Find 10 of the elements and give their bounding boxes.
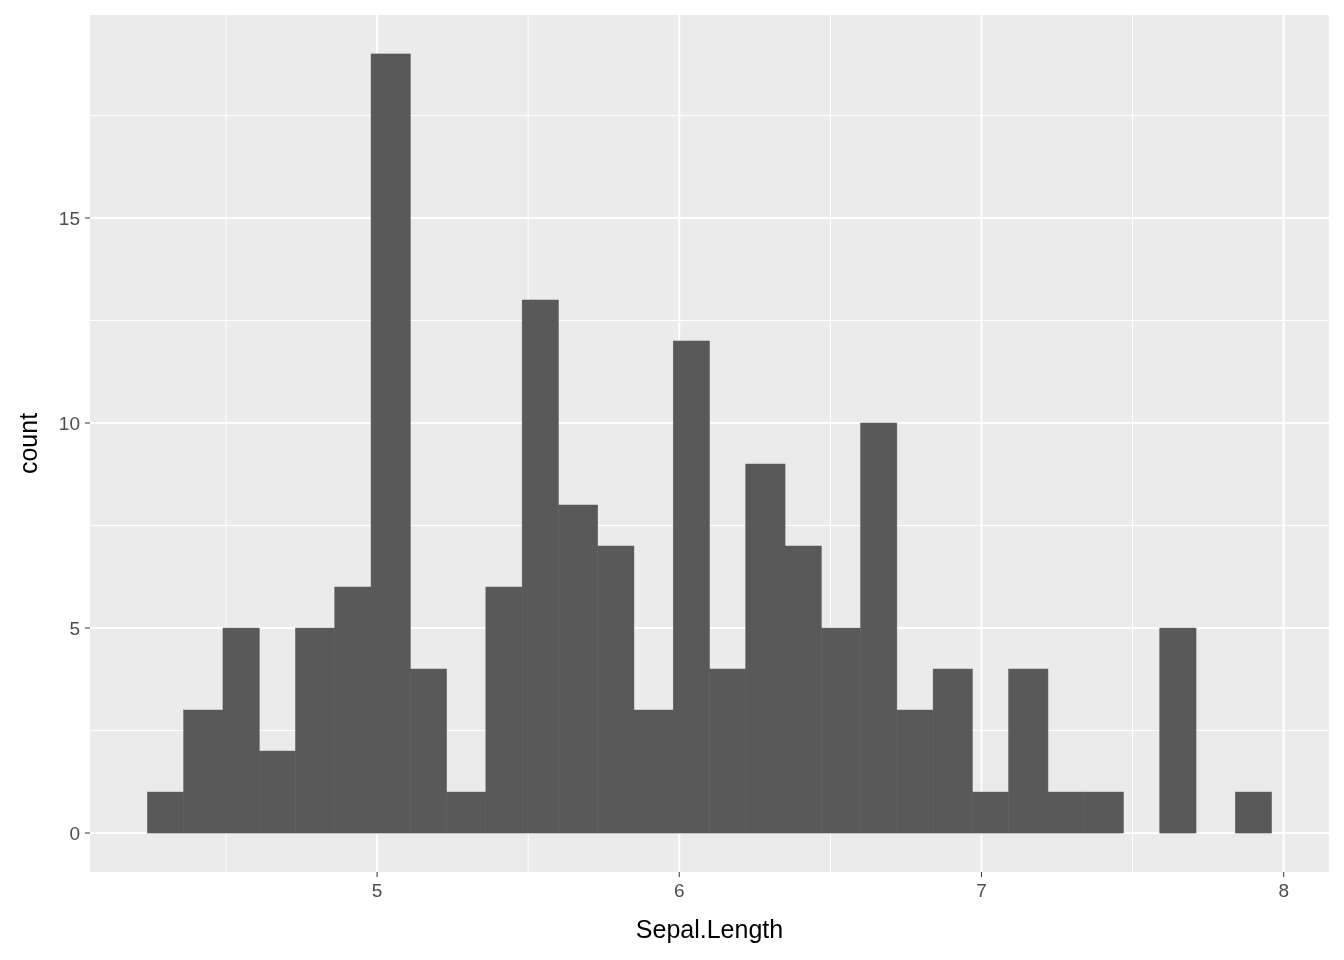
x-tick-label: 7 bbox=[976, 880, 987, 901]
x-tick-label: 5 bbox=[371, 880, 383, 901]
y-tick-label: 0 bbox=[69, 823, 80, 845]
x-axis-title: Sepal.Length bbox=[635, 915, 784, 943]
x-tick-label: 8 bbox=[1278, 880, 1289, 901]
y-axis-title: count bbox=[14, 412, 42, 475]
y-tick-label: 10 bbox=[58, 413, 80, 434]
y-tick-label: 5 bbox=[69, 618, 80, 640]
x-tick-label: 6 bbox=[673, 880, 685, 901]
y-tick-label: 15 bbox=[58, 207, 80, 229]
